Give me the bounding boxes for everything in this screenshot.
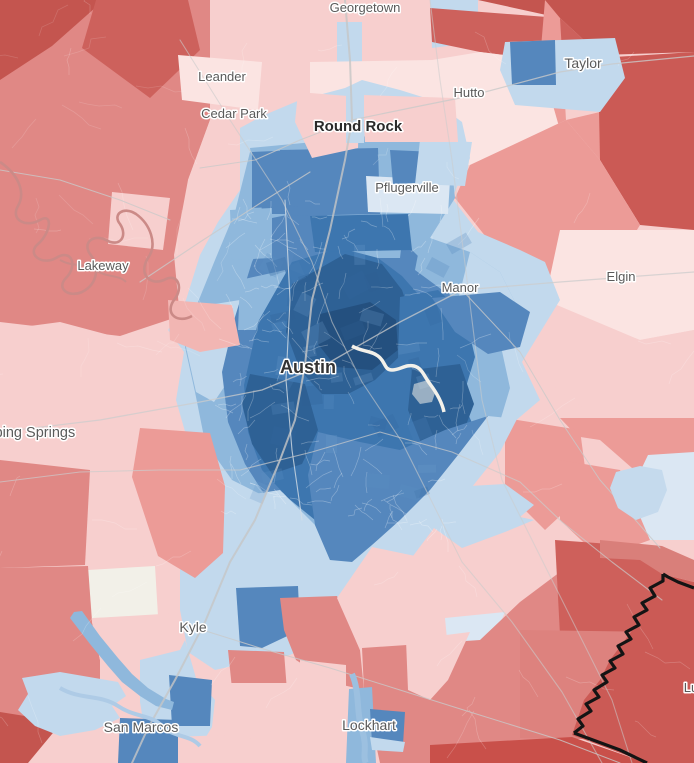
svg-text:Manor: Manor [442, 280, 480, 295]
svg-text:Round Rock: Round Rock [314, 118, 403, 135]
svg-text:Lakeway: Lakeway [77, 258, 129, 273]
svg-text:Elgin: Elgin [607, 269, 636, 284]
svg-text:Dripping Springs: Dripping Springs [0, 425, 75, 441]
svg-text:San Marcos: San Marcos [104, 719, 179, 735]
svg-text:Kyle: Kyle [179, 619, 206, 635]
svg-text:Georgetown: Georgetown [330, 0, 401, 15]
svg-text:Hutto: Hutto [453, 85, 484, 100]
svg-text:Lockhart: Lockhart [342, 717, 396, 733]
svg-text:Austin: Austin [280, 357, 336, 377]
svg-text:Pflugerville: Pflugerville [375, 180, 439, 195]
svg-text:Leander: Leander [198, 69, 246, 84]
svg-text:Lu: Lu [684, 680, 694, 695]
svg-text:Taylor: Taylor [564, 55, 602, 71]
svg-text:Cedar Park: Cedar Park [201, 106, 267, 121]
